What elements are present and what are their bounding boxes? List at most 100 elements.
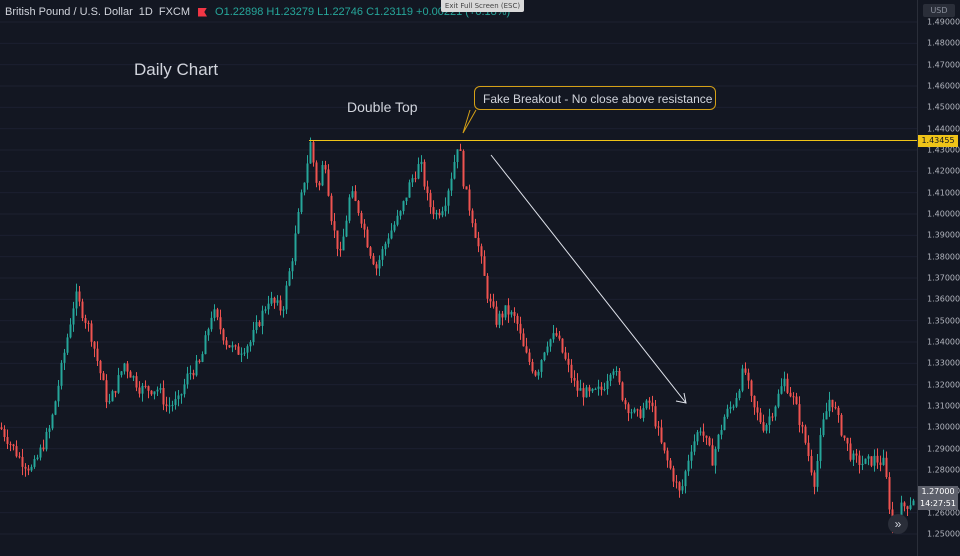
candle-body — [642, 408, 645, 418]
candle-body — [597, 386, 600, 389]
candle-body — [405, 197, 408, 202]
last-price-tag: 1.27000 — [918, 486, 958, 498]
candle-body — [720, 430, 723, 435]
candle-body — [681, 486, 684, 491]
symbol-name[interactable]: British Pound / U.S. Dollar — [5, 6, 133, 18]
price-tick-label: 1.31000 — [927, 401, 960, 411]
candle-body — [786, 378, 789, 393]
candle-body — [858, 455, 861, 465]
candle-body — [21, 456, 24, 467]
candle-body — [87, 322, 90, 324]
scroll-to-realtime-button[interactable]: » — [888, 514, 908, 534]
candle-body — [714, 449, 717, 466]
candle-body — [675, 481, 678, 483]
candle-body — [78, 291, 81, 302]
candle-body — [522, 333, 525, 347]
candle-body — [351, 191, 354, 198]
candle-body — [699, 431, 702, 433]
candle-body — [399, 211, 402, 216]
candle-body — [801, 424, 804, 427]
candle-body — [657, 426, 660, 428]
candle-body — [219, 317, 222, 330]
candle-body — [123, 363, 126, 372]
candle-body — [528, 352, 531, 362]
candle-body — [60, 362, 63, 386]
chart-legend: British Pound / U.S. Dollar 1D FXCM O1.2… — [5, 4, 510, 20]
candle-body — [18, 456, 21, 458]
candle-body — [174, 399, 177, 405]
candle-body — [879, 462, 882, 465]
candle-body — [153, 391, 156, 395]
candle-body — [546, 346, 549, 353]
candle-body — [84, 318, 87, 323]
candle-body — [621, 382, 624, 401]
candle-body — [192, 372, 195, 376]
candle-body — [588, 387, 591, 392]
candle-body — [867, 456, 870, 459]
candle-body — [753, 395, 756, 408]
price-tick-label: 1.26000 — [927, 508, 960, 518]
candle-body — [771, 416, 774, 418]
currency-badge[interactable]: USD — [923, 4, 955, 17]
candle-body — [612, 371, 615, 375]
candle-body — [255, 322, 258, 330]
candle-body — [141, 385, 144, 394]
interval-label[interactable]: 1D — [138, 6, 153, 18]
candle-body — [837, 407, 840, 416]
candle-body — [297, 212, 300, 234]
candle-body — [213, 309, 216, 318]
candle-body — [330, 195, 333, 222]
candle-body — [690, 451, 693, 461]
candle-body — [828, 399, 831, 412]
fake-breakout-callout: Fake Breakout - No close above resistanc… — [474, 86, 716, 110]
candle-body — [441, 211, 444, 216]
candle-body — [462, 150, 465, 187]
candle-body — [519, 323, 522, 334]
candle-body — [804, 426, 807, 443]
candle-body — [711, 445, 714, 466]
candle-body — [216, 309, 219, 318]
candle-body — [465, 186, 468, 190]
candle-body — [207, 329, 210, 336]
price-tick-label: 1.35000 — [927, 316, 960, 326]
candle-body — [492, 301, 495, 307]
candle-body — [780, 386, 783, 394]
flag-icon[interactable] — [198, 7, 208, 17]
price-axis[interactable] — [917, 0, 960, 556]
candle-body — [369, 247, 372, 256]
candle-body — [108, 401, 111, 403]
price-tick-label: 1.49000 — [927, 17, 960, 27]
candle-body — [291, 261, 294, 272]
candle-body — [468, 189, 471, 211]
candle-body — [549, 339, 552, 347]
price-tick-label: 1.28000 — [927, 465, 960, 475]
candle-body — [393, 224, 396, 231]
candle-body — [438, 212, 441, 216]
candle-body — [735, 398, 738, 407]
candle-body — [732, 406, 735, 408]
candle-body — [402, 201, 405, 212]
candle-body — [312, 142, 315, 163]
candle-body — [762, 422, 765, 431]
candle-body — [306, 163, 309, 183]
candle-body — [906, 506, 909, 509]
candle-body — [417, 164, 420, 179]
candle-body — [168, 405, 171, 407]
candle-body — [228, 345, 231, 348]
candle-body — [474, 223, 477, 238]
candle-body — [456, 149, 459, 162]
candle-body — [594, 388, 597, 390]
price-tick-label: 1.39000 — [927, 230, 960, 240]
candle-body — [603, 388, 606, 390]
exit-fullscreen-button[interactable]: Exit Full Screen (ESC) — [441, 0, 524, 12]
candle-body — [237, 346, 240, 355]
double-top-label: Double Top — [347, 99, 418, 115]
candle-body — [864, 458, 867, 464]
candle-body — [843, 435, 846, 438]
candle-body — [822, 419, 825, 436]
candle-body — [321, 165, 324, 186]
candle-body — [12, 444, 15, 447]
candle-body — [96, 348, 99, 361]
candle-body — [258, 322, 261, 326]
